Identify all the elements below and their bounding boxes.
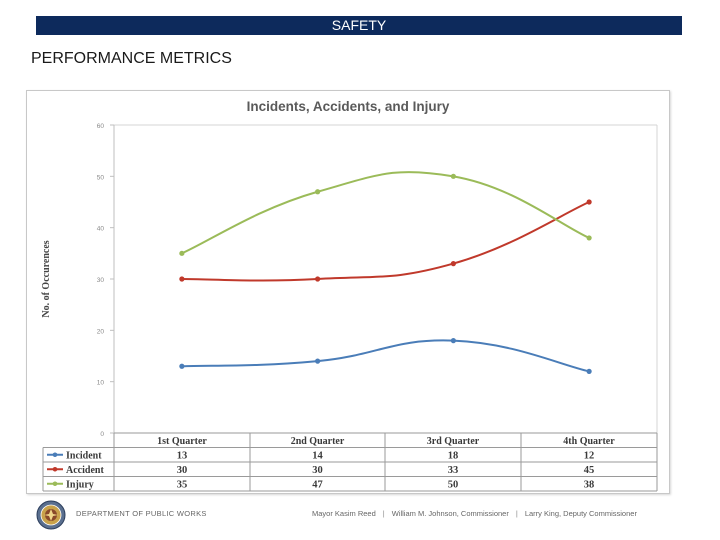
incident-data-label: 12	[584, 451, 595, 462]
accident-data-label: 30	[312, 465, 323, 476]
department-name: DEPARTMENT OF PUBLIC WORKS	[76, 509, 207, 518]
footer-separator: |	[382, 509, 385, 518]
injury-data-point	[450, 173, 456, 179]
line-chart: Incidents, Accidents, and Injury No. of O…	[41, 99, 658, 492]
injury-data-point	[179, 250, 185, 256]
accident-data-point	[450, 261, 456, 267]
y-tick-label: 20	[97, 328, 105, 335]
incident-data-label: 14	[312, 451, 323, 462]
injury-data-label: 50	[448, 480, 459, 491]
y-tick-label: 30	[97, 277, 105, 284]
injury-data-label: 35	[177, 480, 188, 491]
chart-title: Incidents, Accidents, and Injury	[247, 99, 450, 114]
incident-data-point	[179, 363, 185, 369]
x-tick-label: 2nd Quarter	[291, 436, 345, 447]
injury-series-line	[181, 171, 590, 255]
y-tick-label: 40	[97, 226, 105, 233]
incident-data-label: 13	[177, 451, 188, 462]
accident-data-point	[179, 276, 185, 282]
incident-data-point	[586, 368, 592, 374]
accident-data-point	[586, 199, 592, 205]
accident-data-label: 33	[448, 465, 459, 476]
incident-legend-marker	[52, 452, 58, 458]
chart-frame: Incidents, Accidents, and Injury No. of O…	[26, 90, 670, 494]
deputy-commissioner-name: Larry King, Deputy Commissioner	[524, 509, 637, 518]
incident-data-point	[450, 338, 456, 344]
incident-series-line	[181, 339, 590, 373]
x-tick-label: 3rd Quarter	[427, 436, 480, 447]
city-seal-icon	[36, 500, 66, 530]
y-tick-label: 10	[97, 380, 105, 387]
injury-legend-marker	[52, 481, 58, 487]
section-title: PERFORMANCE METRICS	[31, 50, 232, 67]
banner-title: SAFETY	[331, 17, 387, 33]
injury-data-point	[586, 235, 592, 241]
injury-data-label: 47	[312, 480, 323, 491]
x-tick-label: 1st Quarter	[157, 436, 207, 447]
incident-data-point	[315, 358, 321, 364]
y-tick-label: 0	[100, 431, 104, 438]
mayor-name: Mayor Kasim Reed	[312, 509, 376, 518]
footer-credits: Mayor Kasim Reed | William M. Johnson, Com…	[312, 509, 637, 518]
footer: DEPARTMENT OF PUBLIC WORKS Mayor Kasim R…	[0, 496, 720, 536]
x-tick-label: 4th Quarter	[563, 436, 615, 447]
accident-data-label: 30	[177, 465, 188, 476]
incident-legend-label: Incident	[66, 451, 102, 462]
footer-separator: |	[515, 509, 518, 518]
y-tick-label: 50	[97, 174, 105, 181]
injury-legend-label: Injury	[66, 480, 94, 491]
y-axis-label: No. of Occurences	[41, 240, 52, 317]
injury-data-label: 38	[584, 480, 595, 491]
accident-legend-marker	[52, 466, 58, 472]
injury-data-point	[315, 189, 321, 195]
commissioner-name: William M. Johnson, Commissioner	[391, 509, 509, 518]
accident-legend-label: Accident	[66, 465, 104, 476]
accident-data-point	[315, 276, 321, 282]
banner: SAFETY	[36, 16, 682, 35]
accident-series-line	[181, 201, 590, 282]
accident-data-label: 45	[584, 465, 595, 476]
y-tick-label: 60	[97, 123, 105, 130]
incident-data-label: 18	[448, 451, 459, 462]
